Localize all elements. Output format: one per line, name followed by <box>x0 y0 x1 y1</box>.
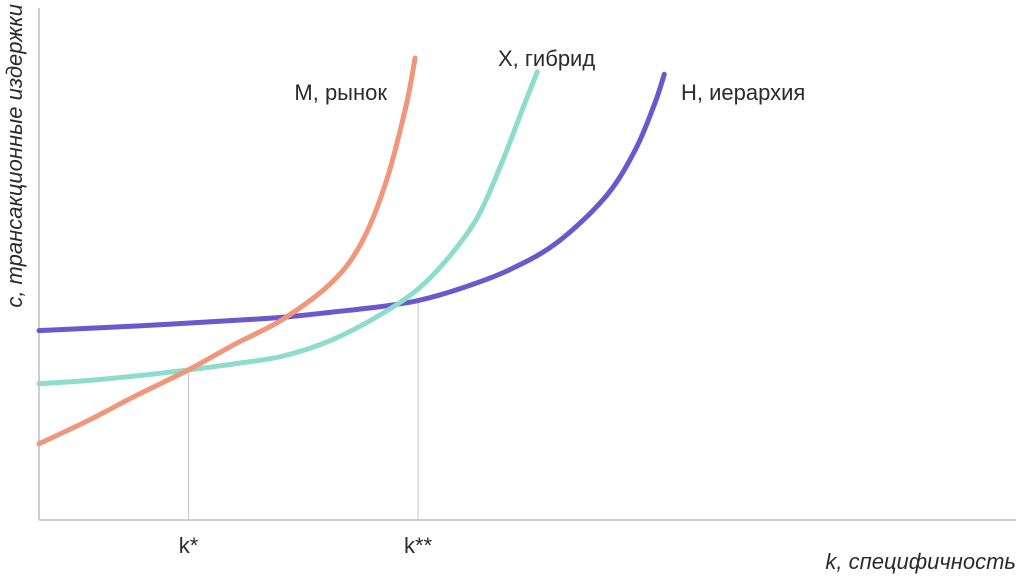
x-tick-labels: k* k** <box>179 533 433 558</box>
x-tick-label-2: k** <box>404 533 433 558</box>
curve-hierarchy <box>36 71 667 334</box>
label-hierarchy: H, иерархия <box>681 80 805 105</box>
curve-labels: M, рынок X, гибрид H, иерархия <box>294 46 805 105</box>
label-hybrid: X, гибрид <box>498 46 595 71</box>
curve-hybrid <box>36 69 540 387</box>
curve-market <box>36 55 418 447</box>
x-axis-title: k, специфичность <box>825 549 1016 574</box>
label-market: M, рынок <box>294 80 387 105</box>
x-tick-label-1: k* <box>179 533 199 558</box>
y-axis-title: c, трансакционные издержки <box>2 4 27 308</box>
guide-lines <box>187 300 419 520</box>
curves <box>36 55 667 447</box>
